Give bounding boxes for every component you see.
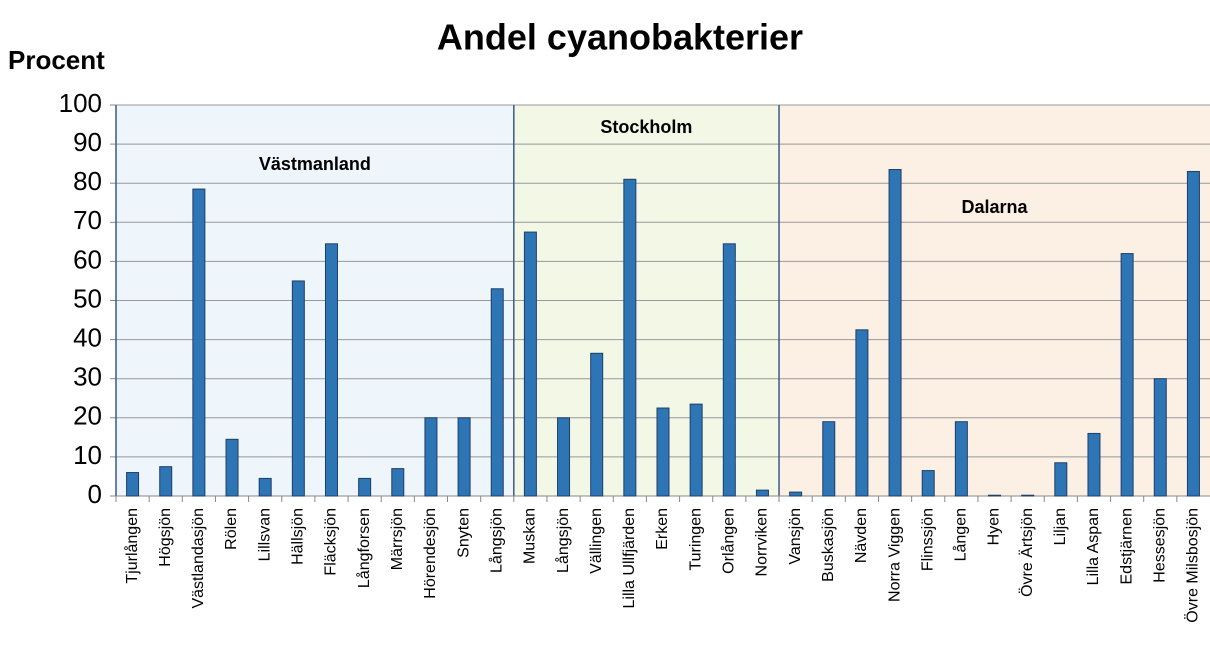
- x-tick-label: Hällsjön: [290, 508, 307, 565]
- bar: [789, 491, 803, 497]
- x-tick-label: Högsjön: [157, 508, 174, 567]
- y-tick-label: 50: [73, 283, 102, 313]
- bar: [722, 243, 736, 497]
- bar: [557, 417, 571, 497]
- bar: [1087, 432, 1101, 497]
- bar: [1021, 494, 1035, 497]
- x-tick-label: Lillsvan: [256, 508, 273, 561]
- bar: [954, 421, 968, 497]
- x-tick-label: Norrviken: [754, 508, 771, 576]
- bar: [358, 477, 372, 497]
- x-tick-label: Flinssjön: [919, 508, 936, 571]
- y-tick-label: 100: [59, 88, 102, 118]
- y-tick-label: 30: [73, 362, 102, 392]
- x-tick-label: Övre Milsbosjön: [1184, 508, 1202, 623]
- bar: [324, 243, 338, 497]
- bar: [855, 329, 869, 497]
- bar: [656, 407, 670, 497]
- y-tick-label: 0: [88, 479, 102, 509]
- y-tick-label: 80: [73, 166, 102, 196]
- x-tick-label: Muskan: [522, 508, 539, 564]
- x-tick-label: Vansjön: [787, 508, 804, 565]
- bar: [921, 470, 935, 497]
- x-tick-label: Edstjärnen: [1118, 508, 1135, 585]
- x-tick-label: Turingen: [687, 508, 704, 571]
- x-tick-label: Hörendesjön: [422, 508, 439, 599]
- bar: [988, 494, 1002, 497]
- bar: [424, 417, 438, 497]
- bar: [192, 188, 206, 497]
- bar: [291, 280, 305, 497]
- x-tick-label: Märrsjön: [389, 508, 406, 570]
- x-tick-label: Vällingen: [588, 508, 605, 574]
- bar: [391, 468, 405, 497]
- bar: [1153, 378, 1167, 497]
- bar: [1120, 253, 1134, 497]
- x-tick-label: Långforsen: [355, 508, 373, 588]
- bar: [689, 403, 703, 497]
- bar: [623, 178, 637, 497]
- y-tick-label: 40: [73, 322, 102, 352]
- y-tick-label: 20: [73, 401, 102, 431]
- bar: [888, 169, 902, 497]
- y-tick-label: 60: [73, 244, 102, 274]
- x-tick-label: Övre Ärtsjön: [1018, 508, 1036, 597]
- group-label: Stockholm: [600, 117, 692, 137]
- bar: [126, 472, 140, 497]
- x-tick-label: Hessesjön: [1151, 508, 1168, 583]
- bar: [258, 477, 272, 497]
- chart-title: Andel cyanobakterier: [437, 17, 803, 58]
- x-tick-label: Fläcksjön: [323, 508, 340, 576]
- y-axis-label: Procent: [8, 45, 105, 75]
- y-tick-label: 10: [73, 440, 102, 470]
- x-tick-label: Nävden: [853, 508, 870, 563]
- x-tick-label: Orlången: [720, 508, 738, 574]
- bar: [590, 352, 604, 497]
- y-tick-label: 70: [73, 205, 102, 235]
- x-tick-label: Erken: [654, 508, 671, 550]
- x-tick-label: Norra Viggen: [886, 508, 903, 602]
- x-tick-label: Rölen: [223, 508, 240, 550]
- group-label: Dalarna: [961, 197, 1028, 217]
- bar: [755, 489, 769, 497]
- x-tick-label: Lilla Ullfjärden: [621, 508, 638, 609]
- bar: [225, 438, 239, 497]
- bar: [1054, 462, 1068, 497]
- group-label: Västmanland: [259, 154, 371, 174]
- bar: [457, 417, 471, 497]
- y-tick-label: 90: [73, 127, 102, 157]
- bar: [1186, 170, 1200, 497]
- x-tick-label: Snyten: [455, 508, 472, 558]
- x-tick-label: Lilla Aspan: [1085, 508, 1102, 585]
- x-tick-label: Tjurlången: [123, 508, 141, 584]
- x-tick-label: Långsjön: [487, 508, 505, 573]
- x-tick-label: Västlandasjön: [190, 508, 207, 609]
- bar: [523, 231, 537, 497]
- x-tick-label: Långsjön: [554, 508, 572, 573]
- x-tick-label: Lången: [952, 508, 970, 561]
- bar: [159, 466, 173, 497]
- bar: [822, 421, 836, 497]
- bar: [490, 288, 504, 497]
- x-tick-label: Hyen: [986, 508, 1003, 545]
- x-tick-label: Buskasjön: [820, 508, 837, 582]
- x-tick-label: Liljan: [1052, 508, 1069, 545]
